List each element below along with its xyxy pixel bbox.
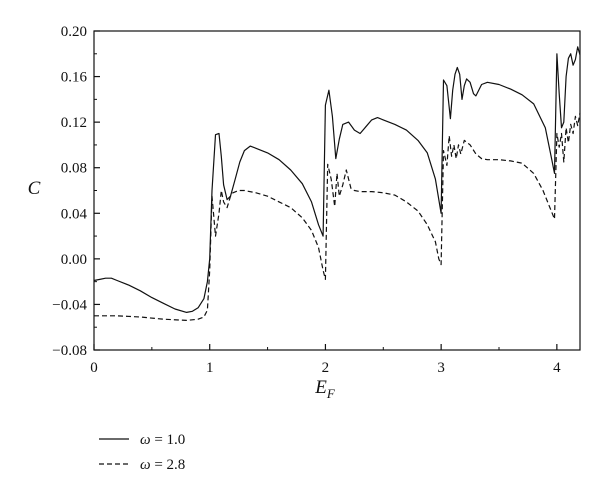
legend-label-omega-1: ω = 1.0 <box>140 432 185 448</box>
y-tick-label: 0.20 <box>61 24 87 40</box>
y-tick-label: −0.04 <box>52 297 87 313</box>
series-line-2 <box>94 112 581 321</box>
legend-label-omega-2: ω = 2.8 <box>140 457 185 473</box>
x-tick-label: 2 <box>322 360 330 376</box>
y-tick-label: 0.12 <box>61 115 87 131</box>
x-tick-label: 0 <box>90 360 98 376</box>
legend: ω = 1.0 ω = 2.8 <box>99 432 185 473</box>
y-axis-label: C <box>28 178 41 199</box>
plot-frame <box>93 30 581 351</box>
y-tick-label: 0.00 <box>61 252 87 268</box>
y-tick-label: −0.08 <box>52 343 87 359</box>
x-axis-label: EF <box>314 377 336 401</box>
series-line-1 <box>93 46 581 313</box>
x-tick-label: 3 <box>437 360 445 376</box>
y-tick-label: 0.08 <box>61 161 87 177</box>
x-tick-label: 4 <box>553 360 561 376</box>
y-tick-label: 0.04 <box>61 206 88 222</box>
y-tick-label: 0.16 <box>61 70 88 86</box>
x-tick-label: 1 <box>206 360 214 376</box>
